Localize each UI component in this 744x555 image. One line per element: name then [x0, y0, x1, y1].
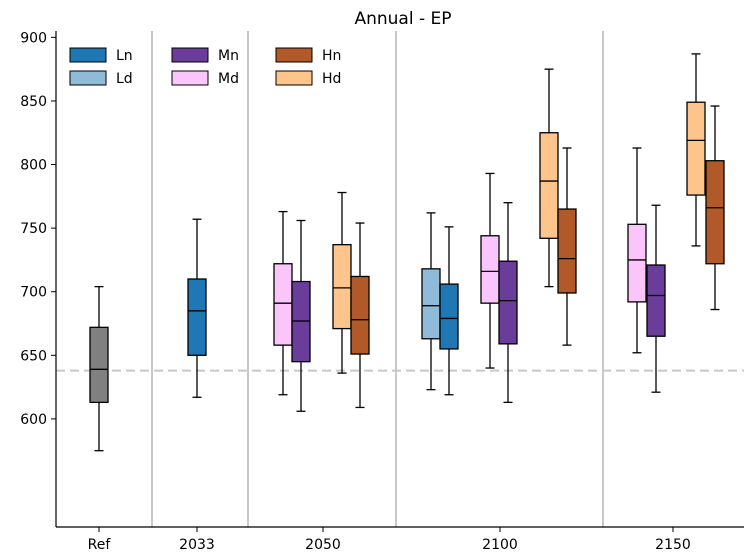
y-tick-label: 600	[20, 412, 47, 428]
legend-swatch	[69, 47, 107, 63]
y-tick-label: 800	[20, 158, 47, 174]
box-iqr	[187, 278, 207, 356]
box-Ref-Ref	[89, 285, 109, 452]
box-iqr	[332, 244, 352, 330]
axes: 600 650 700 750 800 850 900 Ref 2033 2050 2100 2150	[20, 30, 744, 553]
box-2100-Md	[480, 172, 500, 369]
chart-title: Annual - EP	[354, 9, 451, 29]
legend-item-Ld: Ld	[69, 70, 133, 87]
legend-swatch	[275, 70, 313, 86]
box-iqr	[705, 160, 725, 265]
x-tick-label: 2150	[655, 537, 691, 553]
legend-label: Hn	[322, 48, 341, 64]
legend-item-Hn: Hn	[275, 47, 341, 64]
x-tick-label: 2100	[482, 537, 518, 553]
legend-swatch	[275, 47, 313, 63]
legend-label: Ld	[116, 71, 133, 87]
x-tick-label: Ref	[88, 537, 112, 553]
legend-swatch	[171, 70, 209, 86]
box-iqr	[646, 264, 666, 337]
box-iqr	[89, 326, 109, 404]
box-2100-Ld	[421, 212, 441, 391]
box-iqr	[439, 283, 459, 350]
y-tick-label: 650	[20, 348, 47, 364]
box-2050-Md	[273, 210, 293, 396]
x-tick-label: 2050	[305, 537, 341, 553]
legend-swatch	[69, 70, 107, 86]
legend-item-Md: Md	[171, 70, 239, 87]
box-2050-Mn	[291, 219, 311, 412]
legend-item-Hd: Hd	[275, 70, 341, 87]
boxes-layer	[89, 53, 725, 452]
legend-label: Md	[218, 71, 239, 87]
box-2150-Hn	[705, 105, 725, 311]
box-iqr	[273, 263, 293, 346]
legend-item-Mn: Mn	[171, 47, 239, 64]
box-iqr	[686, 101, 706, 196]
legend-label: Ln	[116, 48, 133, 64]
box-iqr	[421, 268, 441, 340]
box-2100-Mn	[498, 202, 518, 404]
legend-item-Ln: Ln	[69, 47, 133, 64]
box-2033-Ln	[187, 218, 207, 398]
y-tick-label: 700	[20, 285, 47, 301]
box-2100-Hn	[557, 147, 577, 346]
y-tick-label: 750	[20, 221, 47, 237]
box-iqr	[350, 275, 370, 355]
legend-label: Mn	[218, 48, 239, 64]
y-tick-label: 850	[20, 94, 47, 110]
box-2050-Hn	[350, 222, 370, 409]
box-iqr	[480, 235, 500, 304]
box-2150-Mn	[646, 204, 666, 393]
y-tick-label: 900	[20, 30, 47, 46]
box-iqr	[498, 260, 518, 345]
box-iqr	[627, 223, 647, 303]
box-2100-Ln	[439, 226, 459, 396]
box-iqr	[539, 132, 559, 239]
box-iqr	[557, 208, 577, 294]
box-2150-Hd	[686, 53, 706, 247]
group-separators	[151, 31, 604, 527]
legend-label: Hd	[322, 71, 341, 87]
x-tick-label: 2033	[179, 537, 215, 553]
box-2100-Hd	[539, 68, 559, 288]
box-2050-Hd	[332, 191, 352, 374]
legend: Ln Ld Mn Md Hn Hd	[69, 47, 341, 87]
legend-swatch	[171, 47, 209, 63]
box-2150-Md	[627, 147, 647, 354]
